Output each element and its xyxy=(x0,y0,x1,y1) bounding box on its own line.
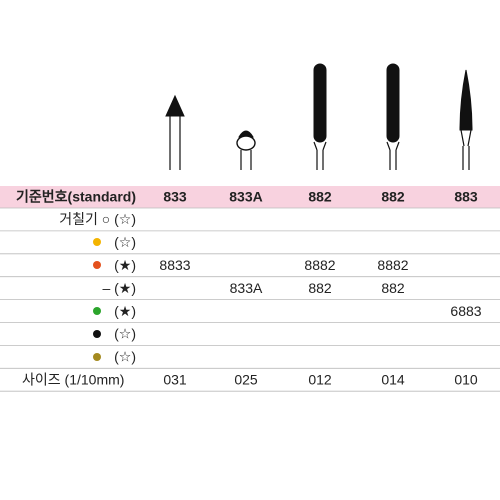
row-label: (☆) xyxy=(114,349,136,365)
row-label: (★) xyxy=(114,257,136,273)
cell: 833A xyxy=(230,280,263,296)
header-cell: 833 xyxy=(163,189,187,205)
bur-shank xyxy=(240,150,252,170)
dot-olive xyxy=(93,353,101,361)
bur-head xyxy=(313,63,327,143)
bur-shank xyxy=(386,141,400,170)
cell: 014 xyxy=(381,371,405,387)
header-cell: 882 xyxy=(381,189,405,205)
cell: 8882 xyxy=(304,257,335,273)
bur-head xyxy=(165,94,185,117)
bur-ball xyxy=(236,135,256,151)
bur-shank xyxy=(169,116,181,170)
bur-head xyxy=(238,130,254,138)
row-label: (☆) xyxy=(114,326,136,342)
dot-green xyxy=(93,307,101,315)
cells: 기준번호(standard) 833 833A 882 882 883 거칠기 ○ (☆) (… xyxy=(0,189,500,392)
cell: 8833 xyxy=(159,257,190,273)
row-label: – (★) xyxy=(102,280,136,296)
header-label: 기준번호(standard) xyxy=(16,189,136,205)
header-cell: 882 xyxy=(308,189,332,205)
cell: 031 xyxy=(163,371,187,387)
dot-red xyxy=(93,261,101,269)
row-label: 사이즈 (1/10mm) xyxy=(22,371,124,387)
bur-images xyxy=(165,63,473,170)
cell: 025 xyxy=(234,371,258,387)
header-band xyxy=(0,186,500,208)
row-label: (★) xyxy=(114,303,136,319)
cell: 8882 xyxy=(377,257,408,273)
cell: 6883 xyxy=(450,303,481,319)
header-cell: 883 xyxy=(454,189,478,205)
cell: 012 xyxy=(308,371,332,387)
dot-black xyxy=(93,330,101,338)
row-label: (☆) xyxy=(114,234,136,250)
grade-dots xyxy=(93,238,101,361)
cell: 010 xyxy=(454,371,478,387)
bur-head xyxy=(459,69,473,131)
cell: 882 xyxy=(381,280,405,296)
dot-yellow xyxy=(93,238,101,246)
bur-shank xyxy=(460,129,472,170)
header-cell: 833A xyxy=(229,189,262,205)
bur-head xyxy=(386,63,400,143)
row-label: 거칠기 ○ (☆) xyxy=(59,211,136,227)
bur-shank xyxy=(313,141,327,170)
cell: 882 xyxy=(308,280,332,296)
